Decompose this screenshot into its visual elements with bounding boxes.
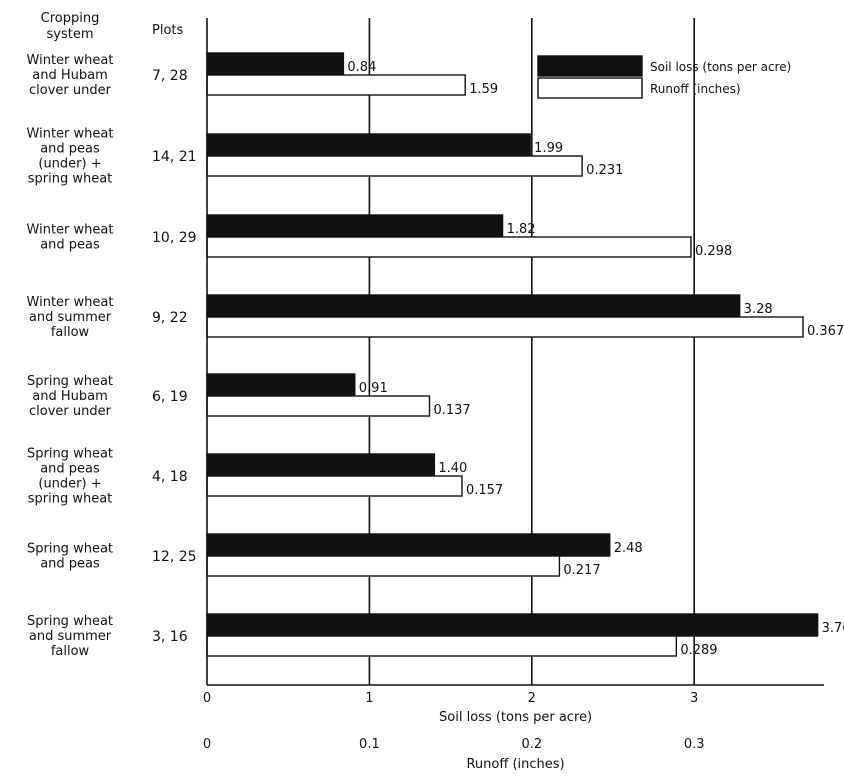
runoff-value-label: 0.137 (433, 403, 470, 418)
category-label: and Hubam (32, 68, 108, 83)
runoff-value-label: 0.231 (586, 163, 623, 178)
column-header-plots: Plots (152, 23, 184, 38)
category-label: clover under (29, 83, 112, 98)
soil-loss-bar (206, 52, 345, 76)
plots-label: 9, 22 (152, 310, 188, 326)
category-label: spring wheat (28, 492, 113, 507)
category-label: fallow (51, 644, 90, 659)
category-label: and peas (40, 462, 100, 477)
category-label: Spring wheat (27, 374, 113, 389)
runoff-bar (206, 395, 431, 417)
runoff-value-label: 0.367 (807, 324, 844, 339)
category-label: Spring wheat (27, 447, 113, 462)
runoff-value-label: 1.59 (469, 82, 498, 97)
runoff-bar (206, 74, 466, 96)
soil-loss-value-label: 1.82 (507, 222, 536, 237)
legend-label-runoff: Runoff (inches) (650, 82, 741, 96)
category-label: Winter wheat (27, 295, 114, 310)
category-label: (under) + (38, 157, 101, 172)
category-label: fallow (51, 325, 90, 340)
runoff-value-label: 0.289 (680, 643, 717, 658)
category-label: spring wheat (28, 172, 113, 187)
soil-loss-value-label: 3.76 (822, 621, 844, 636)
runoff-bar (206, 475, 463, 497)
category-label: and summer (29, 629, 112, 644)
runoff-bar (206, 155, 583, 177)
axis-layer: 0 1 2 3 Soil loss (tons per acre) 0 0.1 0.2 0.3 R… (203, 18, 824, 772)
category-label: (under) + (38, 477, 101, 492)
runoff-tick-label: 0.2 (521, 737, 542, 752)
soil-loss-tick-label: 3 (690, 691, 698, 706)
plots-label: 3, 16 (152, 629, 188, 645)
soil-loss-bar (206, 214, 504, 238)
plots-label: 14, 21 (152, 149, 197, 165)
plots-label: 6, 19 (152, 389, 188, 405)
soil-loss-value-label: 3.28 (744, 302, 773, 317)
runoff-axis-title: Runoff (inches) (466, 757, 564, 772)
soil-loss-value-label: 2.48 (614, 541, 643, 556)
runoff-value-label: 0.217 (563, 563, 600, 578)
runoff-value-label: 0.298 (695, 244, 732, 259)
category-label: Winter wheat (27, 223, 114, 238)
runoff-tick-label: 0.1 (359, 737, 380, 752)
plots-label: 10, 29 (152, 230, 197, 246)
category-label: and peas (40, 238, 100, 253)
category-label: and peas (40, 142, 100, 157)
soil-loss-value-label: 0.91 (359, 381, 388, 396)
soil-loss-value-label: 1.40 (438, 461, 467, 476)
soil-loss-bar (206, 453, 436, 477)
category-label: and summer (29, 310, 112, 325)
bars-layer (206, 52, 819, 657)
soil-loss-bar (206, 533, 611, 557)
plots-label: 7, 28 (152, 68, 188, 84)
plots-label: 12, 25 (152, 549, 197, 565)
category-label: clover under (29, 404, 112, 419)
category-label: and Hubam (32, 389, 108, 404)
soil-loss-axis-title: Soil loss (tons per acre) (439, 710, 592, 725)
soil-loss-value-label: 1.99 (534, 141, 563, 156)
runoff-tick-label: 0.3 (684, 737, 705, 752)
category-label: Spring wheat (27, 614, 113, 629)
soil-loss-value-label: 0.84 (347, 60, 376, 75)
grid-layer (368, 18, 696, 685)
legend-label-soil-loss: Soil loss (tons per acre) (650, 60, 791, 74)
runoff-tick-label: 0 (203, 737, 211, 752)
category-label: Winter wheat (27, 127, 114, 142)
soil-loss-tick-label: 2 (528, 691, 536, 706)
category-label: Spring wheat (27, 542, 113, 557)
column-header-system-2: system (47, 27, 94, 42)
soil-loss-bar (206, 294, 741, 318)
runoff-bar (206, 316, 804, 338)
column-header-system: Cropping (41, 11, 100, 26)
runoff-value-label: 0.157 (466, 483, 503, 498)
soil-loss-tick-label: 0 (203, 691, 211, 706)
soil-loss-tick-label: 1 (365, 691, 373, 706)
soil-loss-bar (206, 373, 356, 397)
legend: Soil loss (tons per acre) Runoff (inches) (537, 55, 791, 99)
plots-label: 4, 18 (152, 469, 188, 485)
runoff-bar (206, 555, 561, 577)
soil-loss-bar (206, 613, 819, 637)
legend-swatch-runoff (537, 77, 643, 99)
legend-swatch-soil-loss (537, 55, 643, 77)
runoff-bar (206, 635, 678, 657)
soil-loss-bar (206, 133, 531, 157)
category-label: Winter wheat (27, 53, 114, 68)
category-label: and peas (40, 557, 100, 572)
runoff-bar (206, 236, 692, 258)
